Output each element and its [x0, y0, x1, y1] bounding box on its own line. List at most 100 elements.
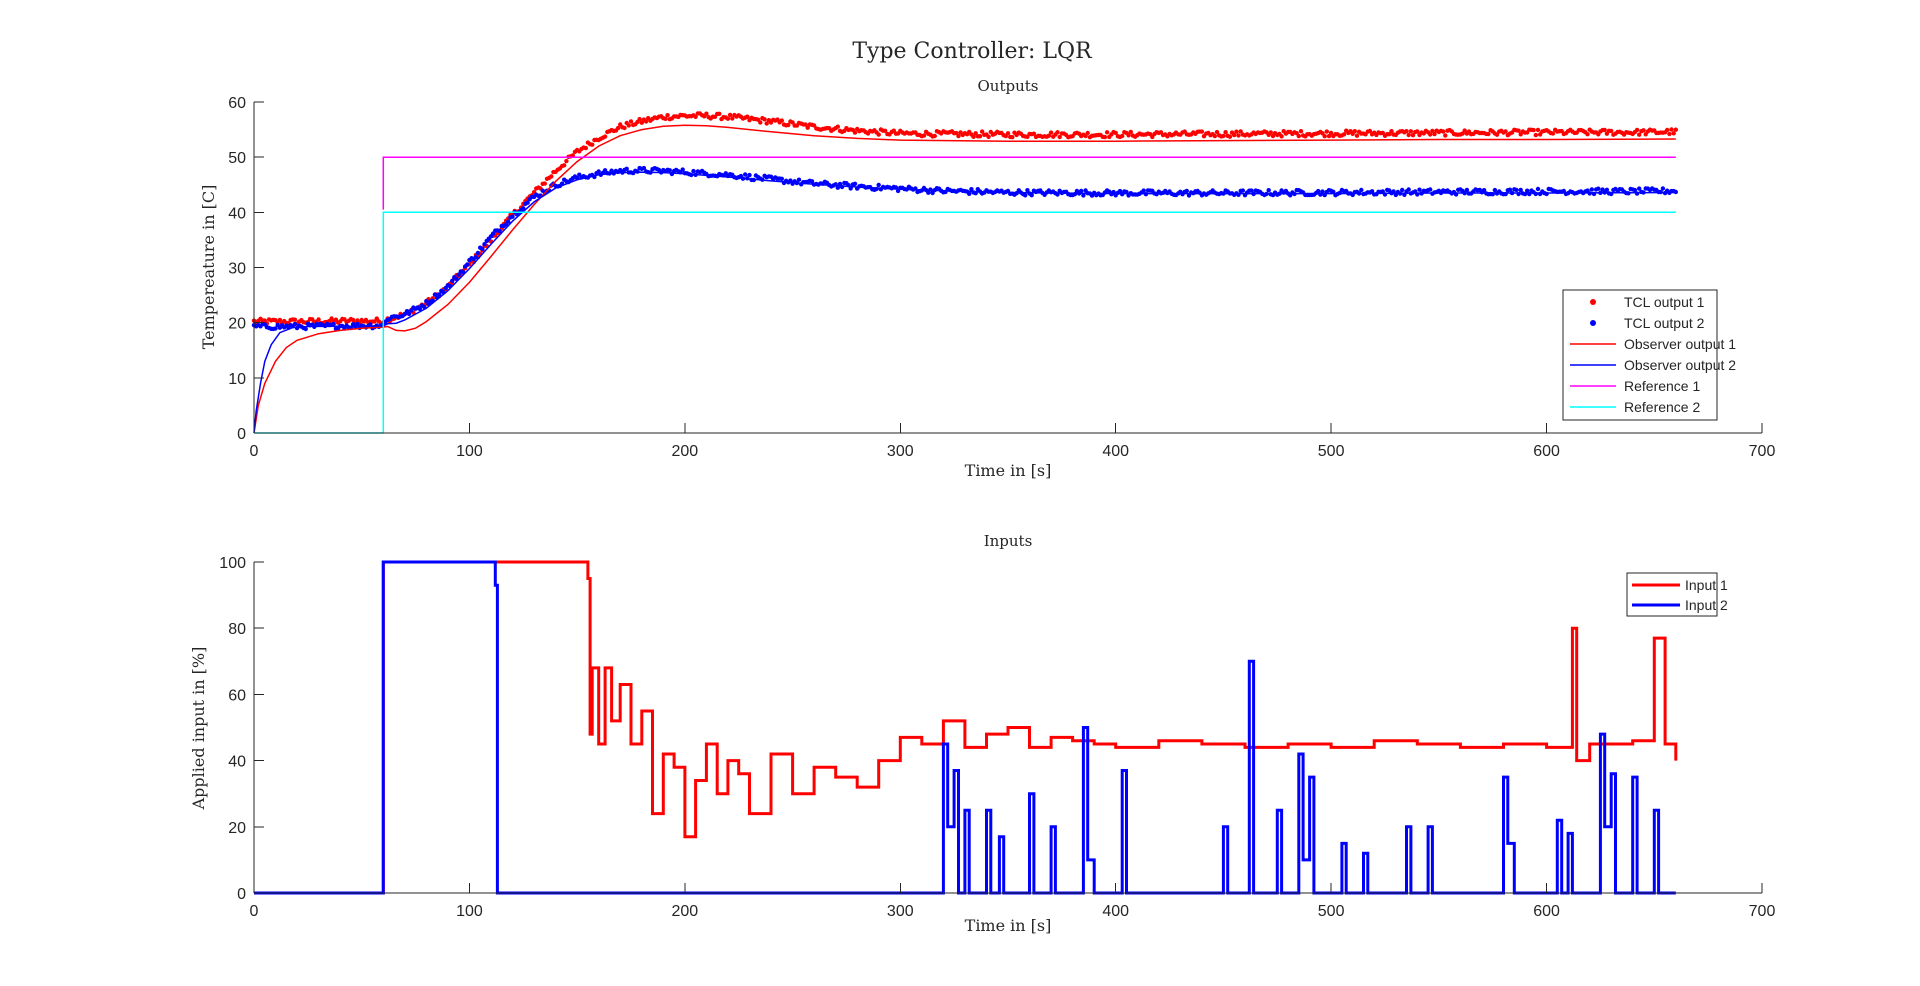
outputs-series-tcl-output-2-point	[680, 167, 685, 172]
legend-label-reference-2: Reference 2	[1624, 399, 1700, 415]
inputs-y-tick-label: 100	[219, 555, 246, 572]
outputs-series-tcl-output-1-point	[549, 174, 554, 179]
outputs-series-tcl-output-1-point	[835, 124, 840, 129]
outputs-series-tcl-output-1-point	[1296, 133, 1302, 139]
outputs-series-tcl-output-2-point	[641, 165, 647, 171]
legend-label-tcl-output-2: TCL output 2	[1624, 315, 1705, 331]
outputs-x-label: Time in [s]	[965, 461, 1052, 480]
outputs-series-tcl-output-1-point	[717, 111, 722, 117]
outputs-series-tcl-output-1-point	[1046, 133, 1052, 138]
outputs-series-tcl-output-1-point	[1010, 135, 1015, 140]
outputs-series-tcl-output-1-point	[1367, 128, 1373, 134]
outputs-series-tcl-output-2-point	[417, 306, 423, 312]
legend-entry-observer-output-1: Observer output 1	[1570, 336, 1736, 352]
outputs-series-tcl-output-1-point	[1671, 131, 1676, 136]
outputs-series-tcl-output-1-point	[1410, 133, 1416, 138]
outputs-series-tcl-output-1-point	[758, 120, 763, 125]
outputs-series-tcl-output-1-point	[1214, 129, 1220, 135]
outputs-series-tcl-output-1-point	[316, 317, 321, 322]
outputs-series-tcl-output-1-point	[745, 114, 750, 119]
outputs-series-tcl-output-1-point	[1113, 130, 1118, 136]
outputs-series-tcl-output-2-point	[1081, 193, 1086, 198]
outputs-series-tcl-output-2-point	[747, 172, 752, 178]
outputs-series-tcl-output-2-point	[743, 172, 748, 177]
outputs-series-tcl-output-1-point	[790, 120, 795, 125]
outputs-series-tcl-output-2-point	[473, 254, 479, 260]
inputs-x-label: Time in [s]	[965, 916, 1052, 935]
outputs-series-tcl-output-1-point	[1389, 129, 1394, 134]
outputs-series-tcl-output-2-point	[1464, 187, 1470, 193]
inputs-y-tick-label: 80	[228, 621, 246, 638]
outputs-series-tcl-output-1-point	[932, 133, 937, 139]
outputs-y-label: Tempereature in [C]	[199, 185, 218, 350]
outputs-series-tcl-output-2-point	[779, 176, 784, 181]
outputs-series-tcl-output-1-point	[704, 111, 709, 116]
outputs-series-tcl-output-1-point	[1667, 131, 1672, 137]
outputs-axes: Outputs 0 100 200 300 400 500 600 700 0 10 20 30 40 5…	[199, 77, 1775, 480]
outputs-series-tcl-output-1-point	[1673, 127, 1679, 132]
outputs-series-tcl-output-2-point	[475, 250, 481, 256]
outputs-series-tcl-output-2-point	[303, 326, 308, 332]
outputs-axis-frame: 0 100 200 300 400 500 600 700 0 10 20 30 40 50 60	[228, 95, 1775, 460]
outputs-series-tcl-output-1-point	[628, 119, 634, 124]
outputs-series-tcl-output-2-point	[876, 182, 881, 188]
outputs-series-tcl-output-1-point	[693, 114, 698, 120]
outputs-legend-box	[1562, 289, 1718, 421]
outputs-series-tcl-output-1-point	[986, 134, 991, 139]
outputs-series-tcl-output-2-point	[1406, 187, 1411, 192]
outputs-series-tcl-output-1-point	[1430, 128, 1435, 134]
legend-entry-reference-1: Reference 1	[1570, 378, 1700, 394]
outputs-series-tcl-output-2-point	[1492, 187, 1498, 193]
outputs-series-tcl-output-2-point	[273, 326, 278, 331]
outputs-series-tcl-output-2-point	[1369, 189, 1375, 194]
outputs-x-tick-label: 600	[1533, 443, 1560, 460]
outputs-series-tcl-output-1-point	[1585, 132, 1590, 137]
inputs-x-tick-label: 200	[672, 903, 699, 920]
outputs-series-tcl-output-2-point	[1400, 187, 1405, 193]
legend-label-observer-output-1: Observer output 1	[1624, 336, 1736, 352]
outputs-series-tcl-output-1-point	[1443, 133, 1448, 138]
outputs-series-tcl-output-1-point	[1322, 134, 1327, 139]
outputs-series-tcl-output-2-point	[437, 292, 442, 297]
inputs-legend-box	[1626, 572, 1718, 617]
inputs-x-tick-label: 300	[887, 903, 914, 920]
outputs-series-tcl-output-1-point	[1441, 129, 1446, 134]
outputs-series-tcl-output-1-point	[1126, 133, 1131, 138]
outputs-series-tcl-output-1-point	[1128, 129, 1134, 135]
outputs-series-tcl-output-2-point	[1604, 187, 1610, 192]
outputs-series-tcl-output-2-point	[596, 169, 601, 174]
legend-label-tcl-output-1: TCL output 1	[1624, 294, 1705, 310]
inputs-y-tick-label: 60	[228, 687, 246, 704]
outputs-series-tcl-output-2-point	[456, 272, 461, 277]
outputs-series-tcl-output-1-point	[1324, 129, 1330, 134]
outputs-series-tcl-output-1-point	[1406, 132, 1411, 138]
outputs-series-tcl-output-2-point	[1417, 187, 1422, 192]
outputs-series-tcl-output-2-point	[482, 242, 487, 247]
outputs-series-tcl-output-1-point	[1055, 130, 1060, 135]
outputs-series-tcl-output-2-point	[355, 321, 360, 327]
outputs-series-tcl-output-2-point	[1514, 187, 1519, 193]
outputs-series-tcl-output-1-point	[665, 113, 670, 118]
outputs-series-tcl-output-1-point	[1404, 129, 1409, 134]
outputs-x-tick-label: 500	[1318, 443, 1345, 460]
outputs-series-tcl-output-2-point	[1637, 186, 1642, 191]
inputs-y-tick-label: 20	[228, 820, 246, 837]
outputs-series-tcl-output-2-point	[1481, 188, 1487, 193]
outputs-series-tcl-output-1-point	[1550, 131, 1556, 136]
outputs-series-tcl-output-1-point	[1328, 130, 1334, 136]
inputs-y-tick-label: 40	[228, 754, 246, 771]
outputs-series-tcl-output-1-point	[562, 163, 567, 168]
outputs-series-tcl-output-1-point	[956, 133, 961, 139]
outputs-series-tcl-output-1-point	[590, 142, 595, 147]
outputs-series-tcl-output-1-point	[805, 125, 810, 130]
outputs-series-tcl-output-2-point	[1240, 188, 1246, 193]
outputs-series-tcl-output-1-point	[1609, 128, 1614, 134]
outputs-series-tcl-output-1-point	[1298, 129, 1304, 134]
outputs-series-tcl-output-1-point	[1005, 131, 1011, 136]
outputs-series-tcl-output-1-point	[1085, 130, 1090, 136]
outputs-series-tcl-output-1-point	[1531, 127, 1536, 133]
outputs-series-tcl-output-1-point	[1602, 127, 1607, 133]
outputs-series-tcl-output-1-point	[786, 122, 791, 128]
outputs-series-tcl-output-2-point	[497, 228, 502, 234]
